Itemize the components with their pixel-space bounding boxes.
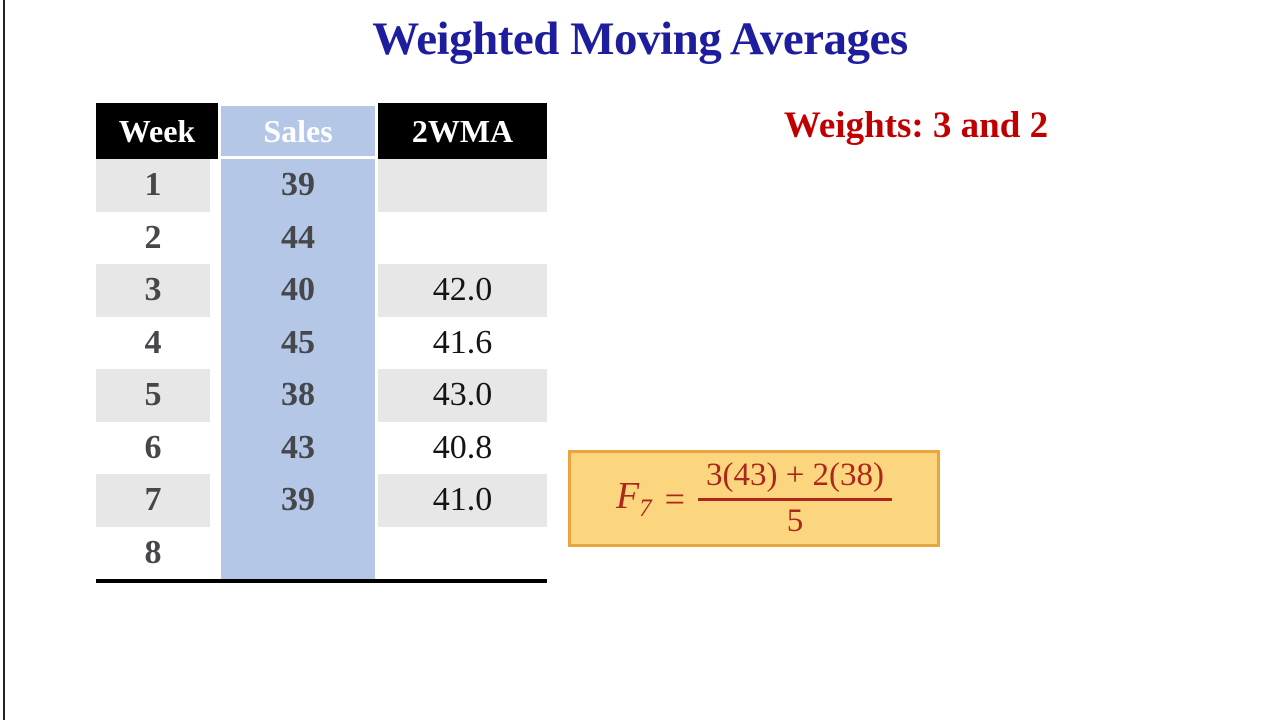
table-row: 2 44	[96, 211, 547, 265]
formula-fraction: 3(43) + 2(38) 5	[697, 457, 893, 541]
formula-subscript: 7	[639, 495, 652, 522]
week-cell: 4	[96, 316, 218, 369]
column-header-2wma: 2WMA	[411, 112, 514, 149]
table-row: 8	[96, 526, 547, 580]
wma-cell	[378, 159, 547, 212]
week-cell: 3	[96, 264, 218, 317]
formula-lhs: F7	[616, 474, 652, 523]
weights-label: Weights: 3 and 2	[783, 105, 1049, 146]
table-row: 1 39	[96, 159, 547, 212]
table-row: 4 45 41.6	[96, 316, 547, 369]
sales-cell: 45	[218, 316, 378, 369]
sales-cell: 38	[218, 369, 378, 422]
week-cell: 1	[96, 159, 218, 212]
wma-cell: 40.8	[432, 428, 493, 466]
column-header-week: Week	[118, 112, 196, 149]
week-cell: 8	[96, 526, 218, 579]
table-row: 5 38 43.0	[96, 369, 547, 422]
page-title: Weighted Moving Averages	[372, 13, 908, 65]
wma-cell	[378, 527, 547, 580]
formula-box: F7 = 3(43) + 2(38) 5	[568, 450, 940, 547]
wma-cell	[378, 212, 547, 265]
wma-cell: 41.6	[432, 323, 493, 361]
equals-sign: =	[664, 478, 685, 519]
week-cell: 7	[96, 474, 218, 527]
fraction-denominator: 5	[786, 502, 804, 539]
table-body: 1 39 2 44 3 40 42.0 4 45 41.6 5 38 43.0 …	[96, 159, 547, 579]
table-row: 6 43 40.8	[96, 421, 547, 474]
week-cell: 6	[96, 421, 218, 474]
sales-cell: 40	[218, 264, 378, 317]
week-cell: 5	[96, 369, 218, 422]
week-cell: 2	[96, 211, 218, 264]
wma-cell: 42.0	[378, 264, 547, 317]
sales-cell: 44	[218, 211, 378, 264]
wma-cell: 43.0	[378, 369, 547, 422]
column-header-sales: Sales	[218, 103, 378, 159]
sales-cell: 43	[218, 421, 378, 474]
sales-cell	[218, 526, 378, 579]
sales-cell: 39	[218, 474, 378, 527]
formula-symbol: F	[615, 475, 640, 517]
table-row: 7 39 41.0	[96, 474, 547, 527]
wma-cell: 41.0	[378, 474, 547, 527]
table-row: 3 40 42.0	[96, 264, 547, 317]
slide-edge-line	[3, 0, 5, 720]
sales-cell: 39	[218, 159, 378, 212]
table-header-row: Week Sales 2WMA	[96, 103, 547, 159]
wma-table: Week Sales 2WMA 1 39 2 44 3 40 42.0 4 45…	[96, 103, 547, 583]
fraction-numerator: 3(43) + 2(38)	[697, 457, 893, 501]
